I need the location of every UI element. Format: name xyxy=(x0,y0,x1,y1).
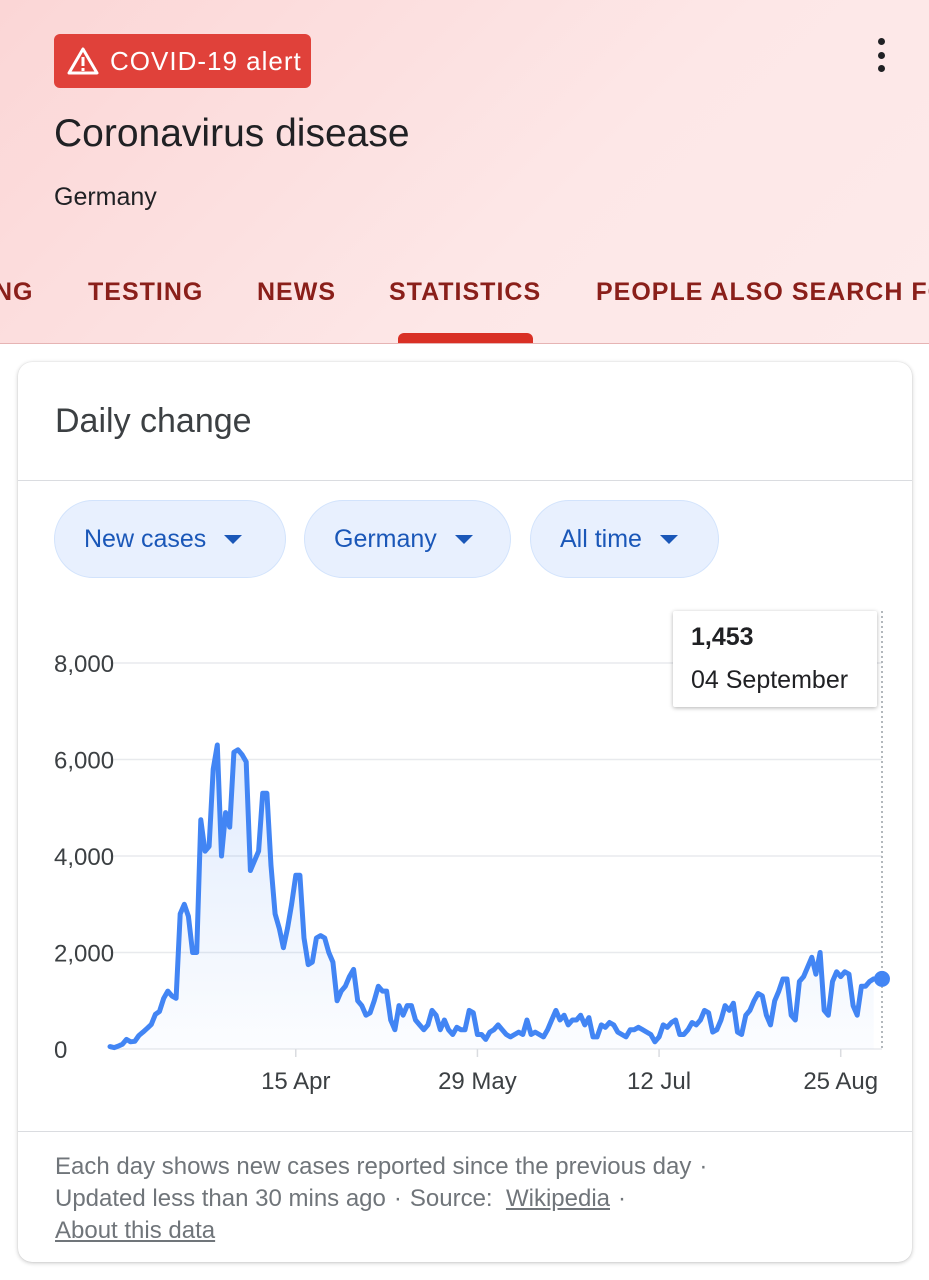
caret-down-icon xyxy=(659,534,678,544)
metric-filter-label: New cases xyxy=(84,524,207,553)
caret-down-icon xyxy=(454,534,473,544)
caret-down-icon xyxy=(224,534,243,544)
y-tick-label: 8,000 xyxy=(54,651,114,678)
alert-label: COVID-19 alert xyxy=(110,45,302,76)
y-tick-label: 2,000 xyxy=(54,941,114,968)
y-tick-label: 4,000 xyxy=(54,844,114,871)
page-title: Coronavirus disease xyxy=(54,112,410,155)
tooltip-value: 1,453 xyxy=(691,623,754,651)
warning-triangle-icon xyxy=(67,47,99,75)
tab-partial[interactable]: NG xyxy=(0,278,34,306)
separator: · xyxy=(618,1185,626,1212)
tab-statistics[interactable]: STATISTICS xyxy=(389,278,542,306)
card-divider-bottom xyxy=(18,1131,912,1132)
footnote-description: Each day shows new cases reported since … xyxy=(55,1153,692,1180)
daily-cases-chart[interactable]: 0 2,000 4,000 6,000 8,000 15 Apr 29 May 12 Jul… xyxy=(18,362,912,1122)
y-tick-label: 0 xyxy=(54,1037,67,1064)
wikipedia-link[interactable]: Wikipedia xyxy=(505,1185,610,1212)
y-tick-label: 6,000 xyxy=(54,748,114,775)
knowledge-panel-header: COVID-19 alert Coronavirus disease Germa… xyxy=(0,0,929,344)
period-filter-chip[interactable]: All time xyxy=(530,500,719,578)
region-filter-label: Germany xyxy=(334,524,437,553)
series-line xyxy=(107,742,877,1051)
metric-filter-chip[interactable]: New cases xyxy=(54,500,286,578)
period-filter-label: All time xyxy=(560,524,642,553)
chart-footnote: Each day shows new cases reported since … xyxy=(55,1151,885,1247)
updated-text: Updated less than 30 mins ago xyxy=(55,1185,386,1212)
tab-people-also-search-for[interactable]: PEOPLE ALSO SEARCH FOR xyxy=(596,278,929,306)
region-filter-chip[interactable]: Germany xyxy=(304,500,511,578)
series-area xyxy=(110,745,874,1049)
tab-news[interactable]: NEWS xyxy=(257,278,336,306)
x-tick-label: 25 Aug xyxy=(803,1068,878,1095)
tab-selected-indicator xyxy=(398,333,533,343)
x-tick-label: 29 May xyxy=(438,1068,517,1095)
highlighted-point[interactable] xyxy=(874,970,890,987)
more-vert-icon[interactable] xyxy=(866,38,896,72)
separator: · xyxy=(699,1153,708,1180)
separator: · xyxy=(393,1185,402,1212)
tab-testing[interactable]: TESTING xyxy=(88,278,204,306)
card-title: Daily change xyxy=(55,402,252,440)
statistics-card: Daily change New cases Germany All time … xyxy=(18,362,912,1262)
chart-tooltip: 1,453 04 September xyxy=(673,611,877,707)
page-subtitle: Germany xyxy=(54,183,157,211)
about-this-data-link[interactable]: About this data xyxy=(55,1217,216,1244)
tab-bar: NG TESTING NEWS STATISTICS PEOPLE ALSO S… xyxy=(0,272,929,343)
x-tick-label: 12 Jul xyxy=(627,1068,691,1095)
covid-alert-badge[interactable]: COVID-19 alert xyxy=(54,34,311,88)
source-label: Source: xyxy=(409,1185,493,1212)
tooltip-date: 04 September xyxy=(691,666,849,694)
x-tick-label: 15 Apr xyxy=(261,1068,330,1095)
card-divider-top xyxy=(18,480,912,481)
